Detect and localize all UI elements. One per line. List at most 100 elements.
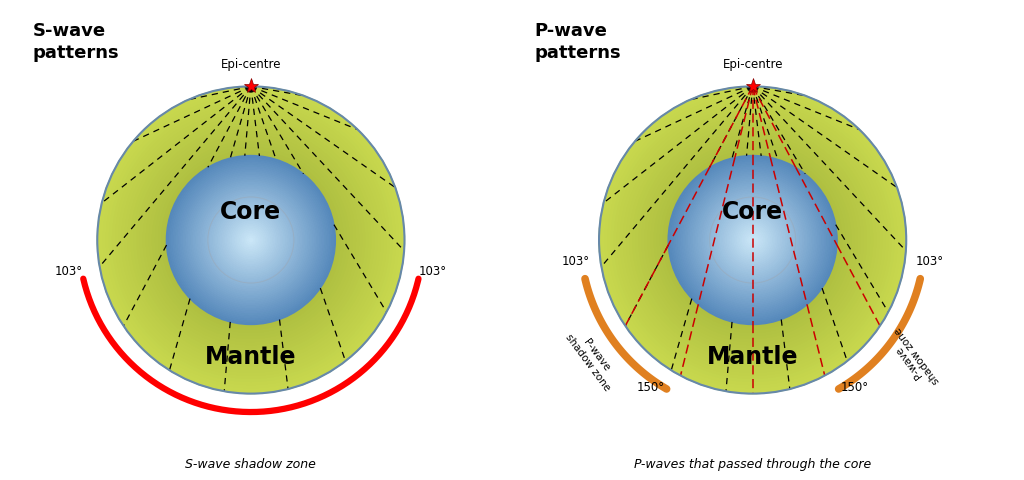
Circle shape <box>199 188 303 292</box>
Circle shape <box>679 166 826 314</box>
Circle shape <box>204 192 298 288</box>
Circle shape <box>215 204 287 276</box>
Circle shape <box>146 135 355 345</box>
Circle shape <box>624 111 882 369</box>
Circle shape <box>599 86 906 394</box>
Circle shape <box>680 168 825 312</box>
Circle shape <box>205 194 297 286</box>
Circle shape <box>202 191 300 289</box>
Circle shape <box>682 169 823 311</box>
Circle shape <box>110 99 392 381</box>
Circle shape <box>672 159 834 321</box>
Circle shape <box>232 222 269 258</box>
Circle shape <box>709 196 797 284</box>
Circle shape <box>748 235 758 245</box>
Circle shape <box>178 168 324 312</box>
Circle shape <box>710 197 796 283</box>
Text: 103°: 103° <box>55 265 83 278</box>
Circle shape <box>692 179 813 301</box>
Circle shape <box>103 93 398 387</box>
Circle shape <box>721 208 784 272</box>
Circle shape <box>186 176 315 304</box>
Circle shape <box>177 166 325 314</box>
Circle shape <box>207 196 295 284</box>
Circle shape <box>246 235 256 245</box>
Circle shape <box>156 145 346 335</box>
Circle shape <box>238 227 264 253</box>
Circle shape <box>214 203 288 277</box>
Circle shape <box>122 111 380 369</box>
Circle shape <box>678 166 827 314</box>
Circle shape <box>728 216 777 264</box>
Circle shape <box>168 157 334 323</box>
Circle shape <box>645 132 860 348</box>
Circle shape <box>621 108 885 372</box>
Circle shape <box>734 221 771 259</box>
Circle shape <box>744 231 761 249</box>
Circle shape <box>196 184 306 296</box>
Circle shape <box>134 123 368 357</box>
Circle shape <box>630 117 876 363</box>
Circle shape <box>727 215 778 265</box>
Text: 103°: 103° <box>419 265 446 278</box>
Circle shape <box>210 200 292 280</box>
Circle shape <box>202 191 300 289</box>
Circle shape <box>191 181 310 299</box>
Circle shape <box>608 96 897 384</box>
Circle shape <box>140 130 361 350</box>
Circle shape <box>236 225 266 255</box>
Circle shape <box>716 203 790 277</box>
Circle shape <box>719 206 786 274</box>
Circle shape <box>697 185 808 295</box>
Circle shape <box>245 234 257 246</box>
Circle shape <box>97 86 404 394</box>
Circle shape <box>698 186 807 294</box>
Circle shape <box>690 178 815 302</box>
Text: P-wave
patterns: P-wave patterns <box>535 22 622 62</box>
Circle shape <box>669 156 838 324</box>
Circle shape <box>224 213 278 267</box>
Circle shape <box>193 181 309 299</box>
Circle shape <box>648 135 857 345</box>
Circle shape <box>128 117 374 363</box>
Circle shape <box>687 174 818 306</box>
Circle shape <box>682 169 823 311</box>
Circle shape <box>248 237 254 243</box>
Circle shape <box>675 162 830 318</box>
Circle shape <box>750 237 756 243</box>
Circle shape <box>651 139 854 341</box>
Circle shape <box>106 96 395 384</box>
Text: Core: Core <box>220 200 282 224</box>
Circle shape <box>181 171 321 309</box>
Text: P-wave
shadow zone: P-wave shadow zone <box>884 325 942 393</box>
Circle shape <box>211 200 291 280</box>
Circle shape <box>734 222 771 258</box>
Circle shape <box>212 201 290 279</box>
Circle shape <box>725 212 780 268</box>
Text: Mantle: Mantle <box>205 345 297 369</box>
Circle shape <box>119 108 383 372</box>
Circle shape <box>244 233 258 247</box>
Circle shape <box>743 231 762 249</box>
Circle shape <box>617 105 888 375</box>
Circle shape <box>712 200 794 280</box>
Circle shape <box>639 126 866 354</box>
Circle shape <box>168 157 334 323</box>
Circle shape <box>100 89 401 391</box>
Circle shape <box>694 181 811 299</box>
Circle shape <box>227 216 274 264</box>
Circle shape <box>220 209 282 271</box>
Circle shape <box>688 176 817 304</box>
Text: P-waves that passed through the core: P-waves that passed through the core <box>634 458 871 471</box>
Circle shape <box>700 188 805 292</box>
Circle shape <box>713 200 793 280</box>
Circle shape <box>243 231 259 249</box>
Circle shape <box>660 148 845 332</box>
Circle shape <box>137 126 365 354</box>
Circle shape <box>737 225 768 255</box>
Circle shape <box>746 234 759 246</box>
Circle shape <box>700 188 805 292</box>
Circle shape <box>731 218 774 262</box>
Circle shape <box>732 220 773 260</box>
Circle shape <box>702 189 804 291</box>
